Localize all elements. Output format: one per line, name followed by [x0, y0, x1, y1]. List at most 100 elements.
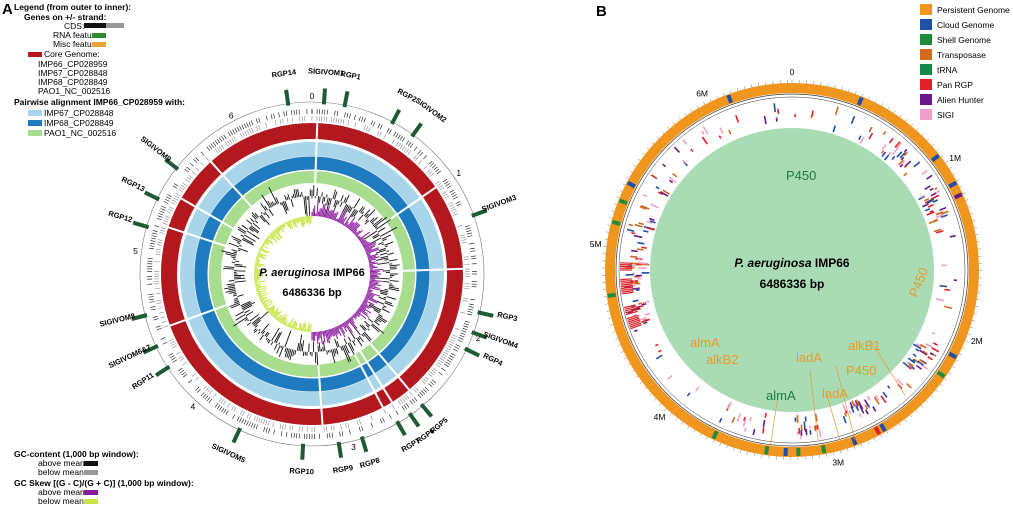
feature-tick — [701, 136, 708, 145]
cds-tick — [428, 383, 433, 388]
inner-boundary-ring-2 — [618, 96, 966, 444]
skew-bar — [358, 307, 368, 315]
mb-tick-label: 6M — [696, 89, 708, 99]
legend-rna-swatch — [92, 33, 106, 38]
gc-bar — [245, 311, 254, 317]
cds-tick — [409, 391, 413, 396]
gc-bar — [292, 193, 295, 199]
feature-tick — [919, 343, 927, 349]
skew-bar — [290, 219, 292, 223]
gc-bar — [250, 218, 255, 223]
gc-bar — [380, 226, 398, 237]
cds-tick — [156, 302, 162, 304]
scale-tick — [653, 398, 657, 401]
cds-tick — [426, 169, 431, 174]
scale-tick — [651, 141, 655, 145]
gc-bar — [231, 249, 238, 252]
region-label: RGP14 — [271, 67, 297, 79]
gc-bar — [377, 227, 386, 233]
mb-tick-label: 4 — [191, 401, 196, 411]
skew-bar — [298, 322, 302, 331]
cds-tick — [166, 210, 172, 214]
feature-tick — [882, 130, 887, 136]
cds-tick — [166, 196, 171, 200]
cds-tick — [255, 424, 259, 430]
gc-bar — [367, 328, 370, 331]
skew-bar — [353, 229, 358, 234]
gc-bar — [292, 349, 295, 357]
cds-tick — [469, 242, 475, 245]
region-label: RGP3 — [496, 310, 518, 323]
skew-bar — [324, 330, 329, 344]
skew-bar — [263, 241, 269, 246]
cds-tick — [164, 217, 169, 221]
skew-bar — [299, 217, 303, 226]
feature-tick — [646, 220, 653, 224]
skew-bar — [360, 305, 372, 314]
cds-tick — [388, 129, 392, 134]
cds-tick — [153, 318, 159, 321]
cds-tick — [262, 419, 266, 425]
feature-tick — [637, 241, 645, 245]
cds-tick — [379, 124, 383, 130]
skew-bar — [366, 292, 375, 297]
cds-tick — [436, 170, 441, 175]
gc-bar — [270, 202, 274, 207]
feature-tick — [805, 428, 808, 436]
cds-tick — [250, 120, 254, 126]
gc-bar — [386, 250, 390, 252]
skew-bar — [328, 329, 332, 338]
cds-tick — [383, 409, 387, 414]
gc-bar — [271, 327, 280, 341]
cds-tick — [273, 429, 275, 435]
feature-tick — [908, 366, 912, 370]
cds-tick — [293, 109, 295, 115]
cds-tick — [363, 117, 366, 123]
region-marker — [342, 91, 350, 108]
feature-tick — [896, 151, 903, 158]
feature-tick — [762, 419, 766, 428]
skew-bar — [322, 203, 326, 218]
cds-tick — [401, 406, 405, 411]
persistent-genome-ring — [605, 83, 979, 457]
alignment-gap — [358, 349, 394, 404]
cds-tick — [452, 334, 458, 338]
gc-bar — [383, 296, 387, 299]
feature-tick — [919, 349, 928, 356]
gc-bar — [381, 308, 390, 313]
gc-bar — [384, 288, 389, 291]
feature-tick — [935, 213, 945, 219]
legend-swatch — [920, 79, 932, 90]
panel-a-legend: Legend (from outer to inner): Genes on +… — [14, 2, 194, 506]
skew-bar — [360, 238, 365, 243]
skew-bar — [367, 291, 381, 297]
gc-bar — [296, 342, 300, 351]
cds-tick — [232, 129, 236, 134]
cds-tick — [450, 338, 456, 342]
skew-bar — [255, 285, 267, 289]
scale-tick — [709, 98, 712, 102]
gc-bar — [274, 332, 281, 343]
mb-tick-label: 2M — [971, 336, 983, 346]
gc-bar — [242, 304, 253, 311]
skew-bar — [347, 221, 354, 229]
feature-tick — [814, 414, 818, 422]
skew-bar — [369, 265, 376, 268]
gc-bar — [347, 342, 355, 355]
cds-tick — [159, 210, 165, 214]
cds-tick — [160, 229, 166, 232]
skew-bar — [369, 280, 379, 283]
gc-bar — [237, 228, 246, 234]
gc-bar — [234, 300, 240, 304]
gc-bar — [224, 266, 235, 268]
feature-tick — [695, 386, 700, 392]
cds-tick — [457, 339, 463, 343]
skew-bar — [369, 269, 384, 271]
skew-bar — [283, 321, 287, 326]
cds-tick — [265, 122, 268, 128]
feature-tick — [930, 194, 940, 200]
pangenome-mark — [879, 423, 887, 433]
feature-tick — [643, 321, 648, 325]
cds-tick — [225, 141, 229, 147]
cds-tick — [433, 166, 438, 171]
